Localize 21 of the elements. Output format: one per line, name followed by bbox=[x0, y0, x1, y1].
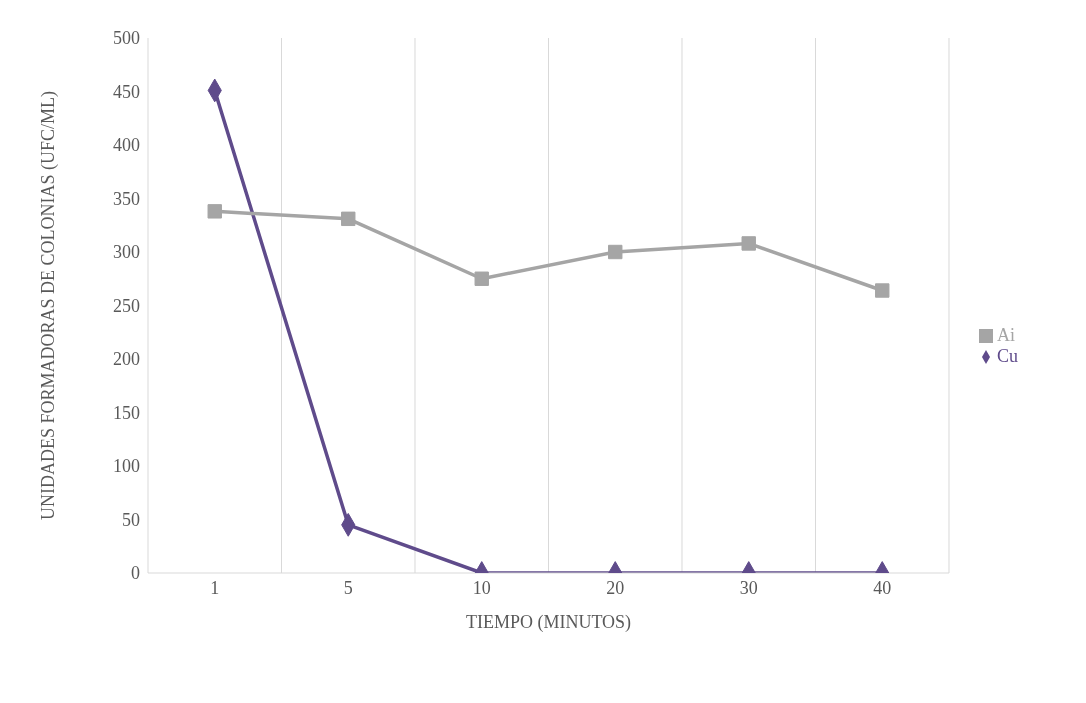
x-axis-title: TIEMPO (MINUTOS) bbox=[465, 612, 632, 633]
x-tick-label: 1 bbox=[210, 577, 220, 598]
x-tick-label: 30 bbox=[739, 577, 758, 598]
y-tick-label: 300 bbox=[113, 242, 140, 263]
y-tick-label: 500 bbox=[113, 28, 140, 49]
y-tick-label: 50 bbox=[122, 509, 140, 530]
y-axis-title: UNIDADES FORMADORAS DE COLONIAS (UFC/ML) bbox=[38, 90, 60, 521]
y-tick-label: 150 bbox=[113, 402, 140, 423]
y-tick-label: 0 bbox=[131, 563, 140, 584]
y-tick-label: 450 bbox=[113, 81, 140, 102]
legend-label: Ai bbox=[996, 324, 1015, 345]
legend-label: Cu bbox=[996, 345, 1018, 366]
x-tick-label: 5 bbox=[343, 577, 353, 598]
y-tick-label: 400 bbox=[113, 135, 140, 156]
y-tick-label: 350 bbox=[113, 188, 140, 209]
x-tick-label: 10 bbox=[472, 577, 491, 598]
y-tick-label: 100 bbox=[113, 456, 140, 477]
y-tick-label: 200 bbox=[113, 349, 140, 370]
x-tick-label: 40 bbox=[873, 577, 892, 598]
x-tick-label: 20 bbox=[606, 577, 625, 598]
y-tick-label: 250 bbox=[113, 295, 140, 316]
